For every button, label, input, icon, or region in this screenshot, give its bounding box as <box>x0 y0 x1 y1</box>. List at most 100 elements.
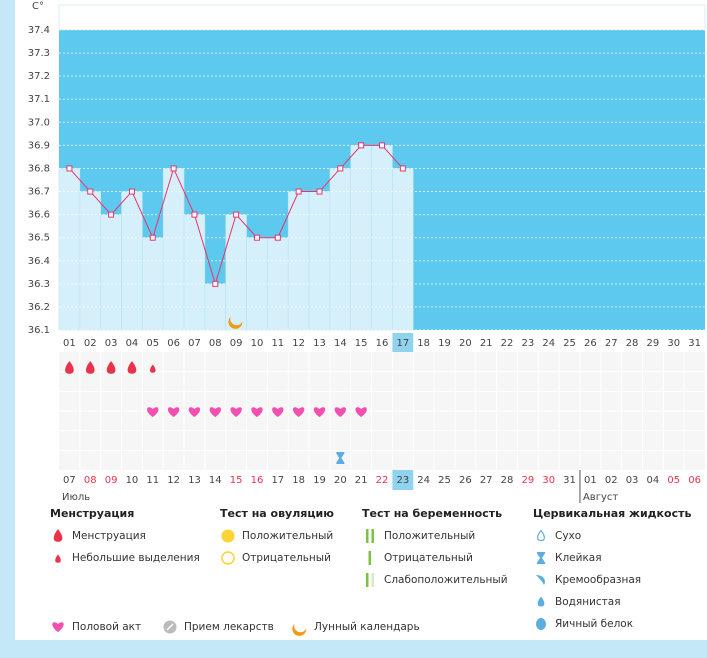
icon-sticky <box>537 552 545 564</box>
y-tick-label: 36.6 <box>28 210 50 221</box>
legend-label: Клейкая <box>555 552 602 564</box>
icon-pill <box>166 623 174 631</box>
point <box>316 188 323 195</box>
y-tick-label: 36.2 <box>28 302 50 313</box>
point <box>191 211 198 218</box>
date-label: 29 <box>522 475 535 486</box>
month-label: Июль <box>62 492 90 503</box>
legend-title: Цервикальная жидкость <box>533 507 691 520</box>
date-label: 24 <box>417 475 430 486</box>
icon-drop <box>53 529 63 542</box>
icon-watery <box>537 596 545 607</box>
date-label: 23 <box>396 475 409 486</box>
date-label: 30 <box>542 475 555 486</box>
x-tick-label: 19 <box>438 338 451 349</box>
icon-drop <box>106 361 116 374</box>
icon-heart <box>313 407 326 417</box>
temperature-bar <box>183 214 206 331</box>
x-tick-label: 17 <box>396 338 409 349</box>
legend-label: Положительный <box>384 530 475 542</box>
date-label: 20 <box>334 475 347 486</box>
highlight-day <box>392 333 414 352</box>
icon-heart <box>355 407 367 417</box>
date-label: 17 <box>271 475 284 486</box>
point <box>212 280 219 287</box>
date-label: 05 <box>667 475 680 486</box>
highlight-date <box>392 470 414 490</box>
date-label: 03 <box>626 475 639 486</box>
date-label: 27 <box>480 475 493 486</box>
icon-drop <box>85 361 95 374</box>
date-label: 06 <box>688 475 701 486</box>
y-tick-label: 36.1 <box>28 325 50 336</box>
x-tick-label: 05 <box>146 338 159 349</box>
icon-bars-two <box>371 529 374 543</box>
x-tick-label: 12 <box>292 338 305 349</box>
icon-heart <box>188 407 201 417</box>
icon-circle-full <box>221 529 235 543</box>
month-label: Август <box>583 492 618 503</box>
y-tick-label: 36.8 <box>28 163 50 174</box>
y-tick-label: 37.3 <box>28 48 50 59</box>
date-label: 15 <box>230 475 243 486</box>
y-axis-label: C° <box>32 1 44 12</box>
date-label: 07 <box>63 475 76 486</box>
point <box>274 234 281 241</box>
x-tick-label: 22 <box>501 338 514 349</box>
icon-heart <box>251 407 263 417</box>
icon-sticky <box>336 452 345 464</box>
point <box>253 234 260 241</box>
date-label: 12 <box>167 475 180 486</box>
date-label: 16 <box>251 475 264 486</box>
legend-label: Прием лекарств <box>184 621 274 633</box>
x-tick-label: 28 <box>626 338 639 349</box>
legend-label: Небольшие выделения <box>72 552 200 564</box>
icon-heart <box>209 407 221 417</box>
x-tick-label: 03 <box>105 338 118 349</box>
date-label: 26 <box>459 475 472 486</box>
x-tick-label: 08 <box>209 338 222 349</box>
x-tick-label: 07 <box>188 338 201 349</box>
x-tick-label: 23 <box>522 338 535 349</box>
point <box>295 188 302 195</box>
point <box>337 165 344 172</box>
date-label: 25 <box>438 475 451 486</box>
legend-label: Кремообразная <box>555 574 641 586</box>
x-tick-label: 04 <box>126 338 139 349</box>
icon-bars-two <box>366 529 369 543</box>
date-label: 22 <box>376 475 389 486</box>
temperature-bar <box>100 214 122 331</box>
date-label: 31 <box>563 475 576 486</box>
temperature-bar <box>58 168 81 331</box>
x-tick-label: 11 <box>271 338 284 349</box>
point <box>233 211 240 218</box>
point <box>66 165 73 172</box>
x-tick-label: 31 <box>688 338 701 349</box>
x-tick-label: 10 <box>251 338 264 349</box>
x-tick-label: 30 <box>667 338 680 349</box>
temperature-bar <box>79 191 101 331</box>
y-tick-label: 36.4 <box>28 256 50 267</box>
temperature-bar <box>392 168 414 331</box>
x-tick-label: 01 <box>63 338 76 349</box>
date-label: 08 <box>84 475 97 486</box>
y-tick-label: 36.9 <box>28 140 50 151</box>
x-tick-label: 18 <box>417 338 430 349</box>
date-label: 01 <box>584 475 597 486</box>
date-label: 09 <box>105 475 118 486</box>
legend-label: Отрицательный <box>242 552 331 564</box>
legend-label: Яичный белок <box>555 618 633 630</box>
date-label: 28 <box>501 475 514 486</box>
icon-heart <box>230 407 242 417</box>
icon-moon <box>292 623 307 636</box>
icon-drop <box>65 361 74 374</box>
plot-top <box>58 4 706 31</box>
icon-drop <box>127 361 137 374</box>
icon-circle-empty <box>221 551 235 565</box>
date-label: 10 <box>126 475 139 486</box>
x-tick-label: 14 <box>334 338 347 349</box>
temperature-bar <box>225 214 247 331</box>
legend-label: Положительный <box>242 530 333 542</box>
